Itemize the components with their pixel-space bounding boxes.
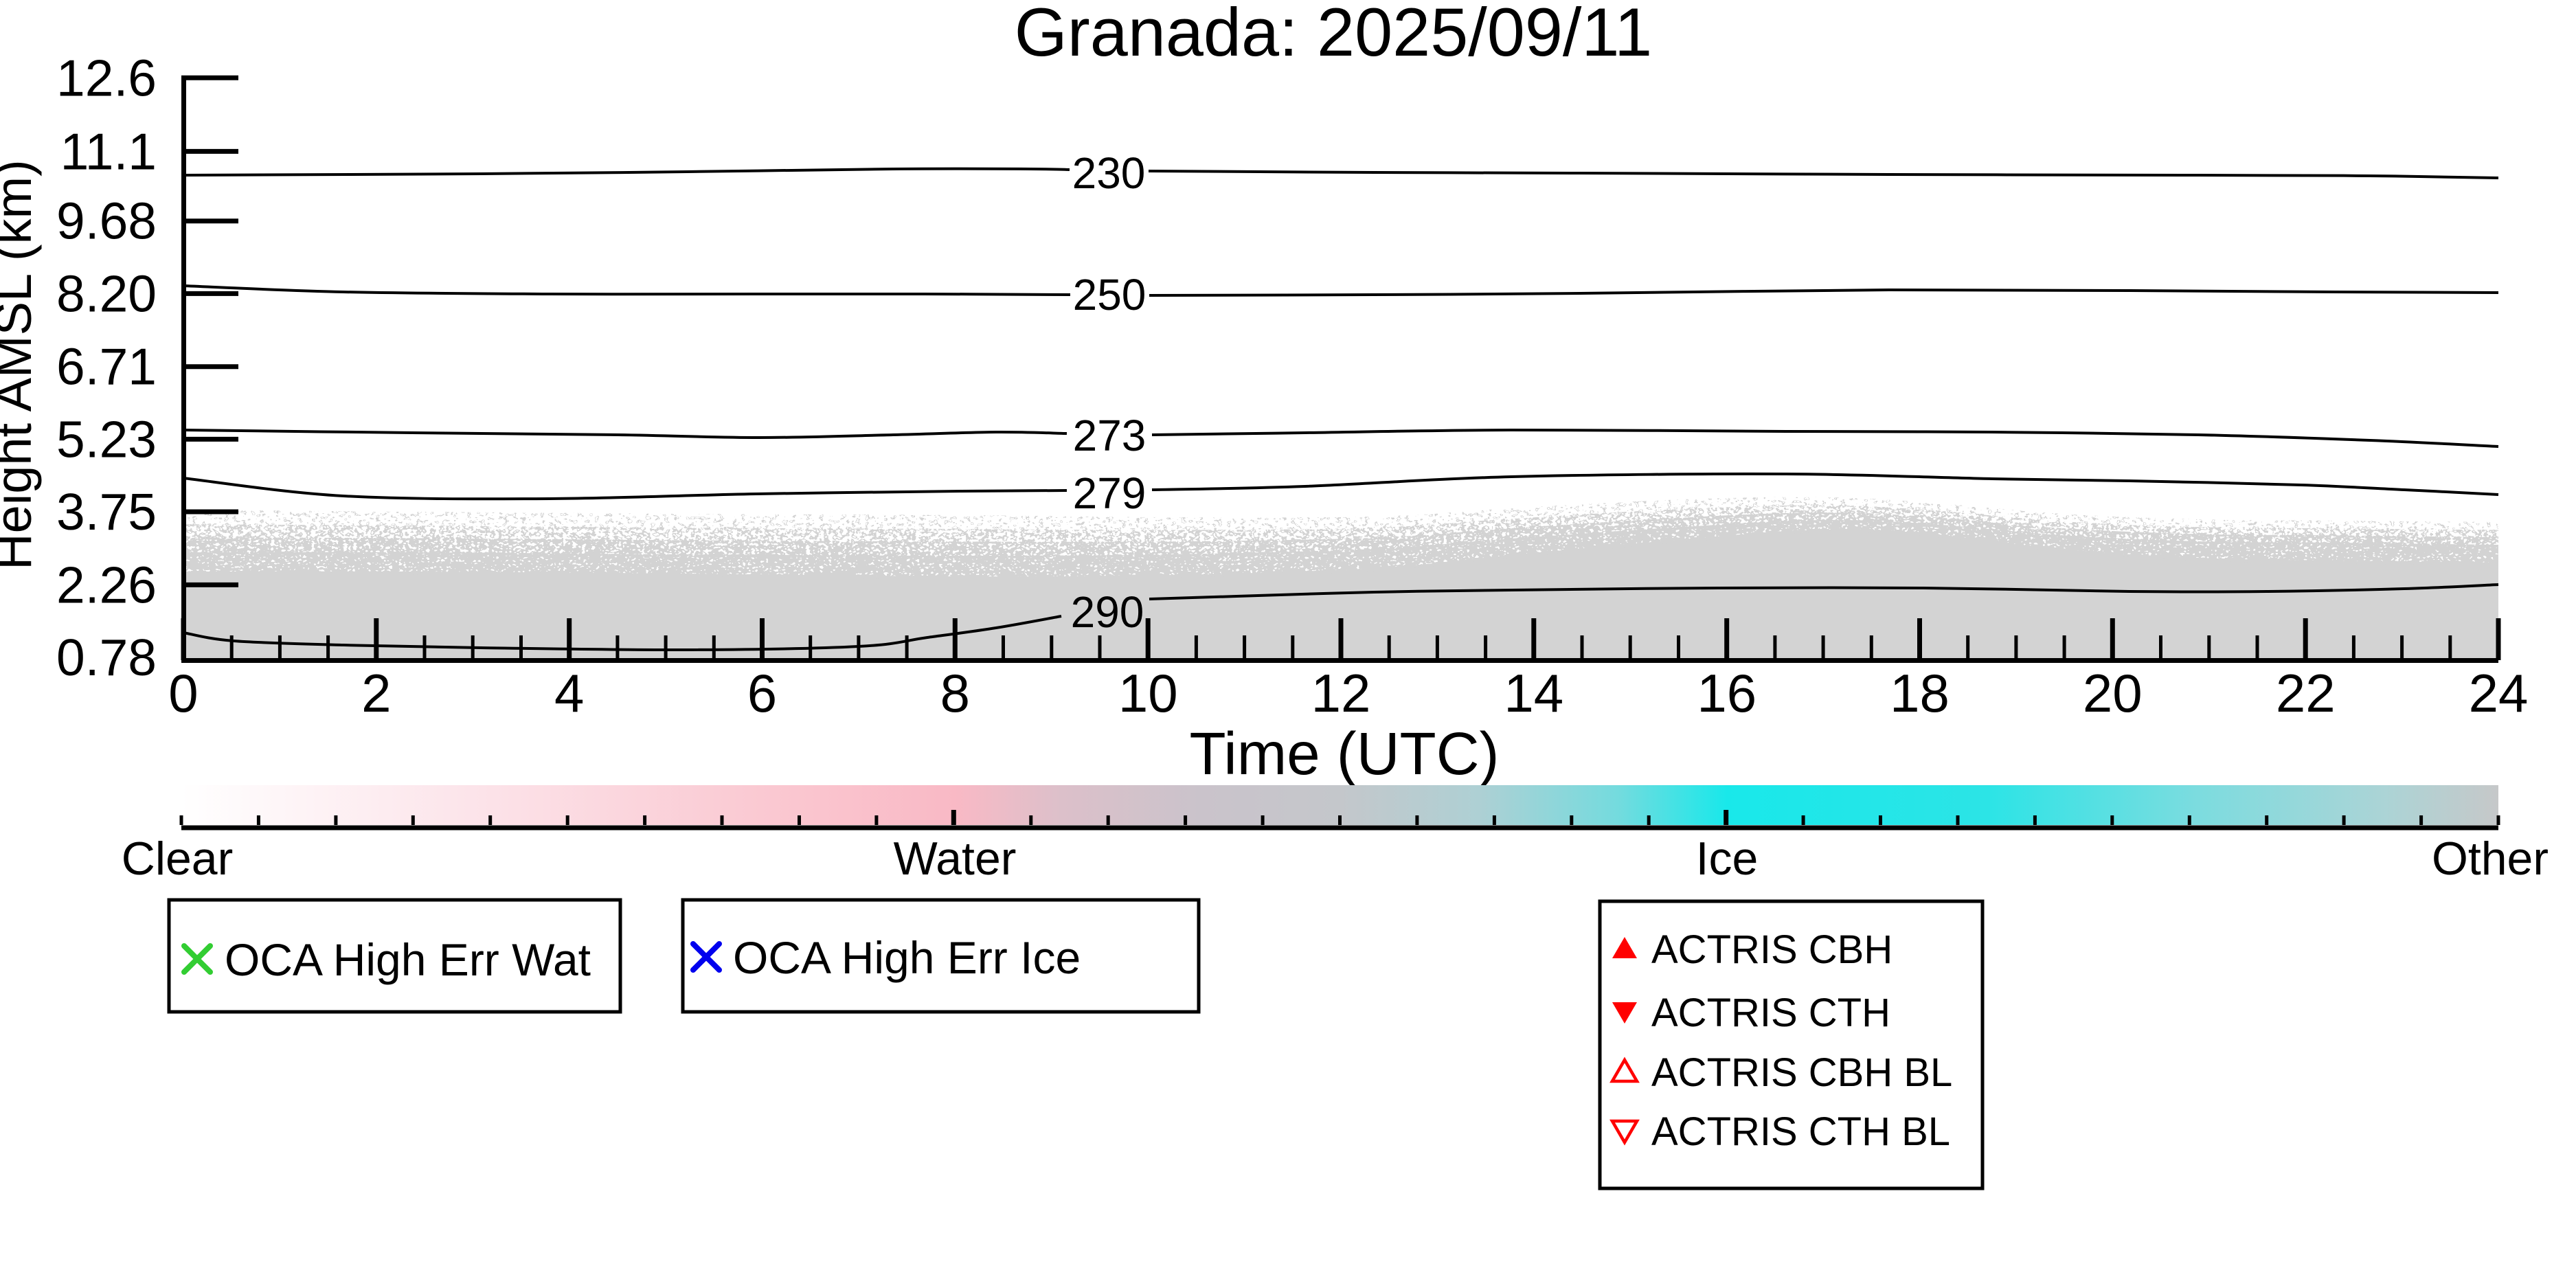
svg-text:250: 250 xyxy=(1073,270,1146,319)
svg-text:5.23: 5.23 xyxy=(56,410,157,468)
svg-text:12.6: 12.6 xyxy=(56,49,157,106)
svg-text:OCA High Err Ice: OCA High Err Ice xyxy=(733,932,1081,983)
svg-text:OCA High Err Wat: OCA High Err Wat xyxy=(225,934,591,985)
svg-text:Water: Water xyxy=(894,833,1017,885)
svg-text:24: 24 xyxy=(2469,663,2529,723)
svg-text:Granada: 2025/09/11: Granada: 2025/09/11 xyxy=(1015,0,1652,70)
svg-text:279: 279 xyxy=(1073,468,1146,518)
svg-text:Time (UTC): Time (UTC) xyxy=(1189,721,1499,787)
svg-text:8.20: 8.20 xyxy=(56,264,157,322)
svg-text:9.68: 9.68 xyxy=(56,192,157,250)
svg-text:ACTRIS CTH: ACTRIS CTH xyxy=(1651,991,1890,1035)
svg-text:12: 12 xyxy=(1311,663,1371,723)
svg-text:ACTRIS CBH: ACTRIS CBH xyxy=(1651,927,1893,972)
svg-text:230: 230 xyxy=(1072,148,1146,198)
svg-text:Other: Other xyxy=(2432,833,2549,885)
svg-text:20: 20 xyxy=(2083,663,2143,723)
svg-text:22: 22 xyxy=(2276,663,2336,723)
svg-text:Clear: Clear xyxy=(122,833,234,885)
svg-text:273: 273 xyxy=(1073,411,1146,460)
svg-text:ACTRIS CBH BL: ACTRIS CBH BL xyxy=(1651,1050,1952,1095)
svg-text:ACTRIS CTH BL: ACTRIS CTH BL xyxy=(1651,1109,1950,1154)
svg-text:2.26: 2.26 xyxy=(56,556,157,613)
svg-text:290: 290 xyxy=(1071,587,1144,637)
svg-text:8: 8 xyxy=(940,663,970,723)
svg-text:0.78: 0.78 xyxy=(56,629,157,686)
svg-text:10: 10 xyxy=(1118,663,1178,723)
svg-text:14: 14 xyxy=(1504,663,1563,723)
svg-text:6.71: 6.71 xyxy=(56,338,157,396)
svg-text:0: 0 xyxy=(168,663,198,723)
svg-text:11.1: 11.1 xyxy=(60,122,157,180)
svg-text:4: 4 xyxy=(554,663,584,723)
svg-text:18: 18 xyxy=(1890,663,1950,723)
svg-text:2: 2 xyxy=(361,663,391,723)
svg-text:3.75: 3.75 xyxy=(56,483,157,541)
svg-text:16: 16 xyxy=(1697,663,1756,723)
svg-text:Ice: Ice xyxy=(1696,833,1759,885)
svg-text:6: 6 xyxy=(747,663,777,723)
svg-text:Height AMSL (km): Height AMSL (km) xyxy=(0,159,42,570)
